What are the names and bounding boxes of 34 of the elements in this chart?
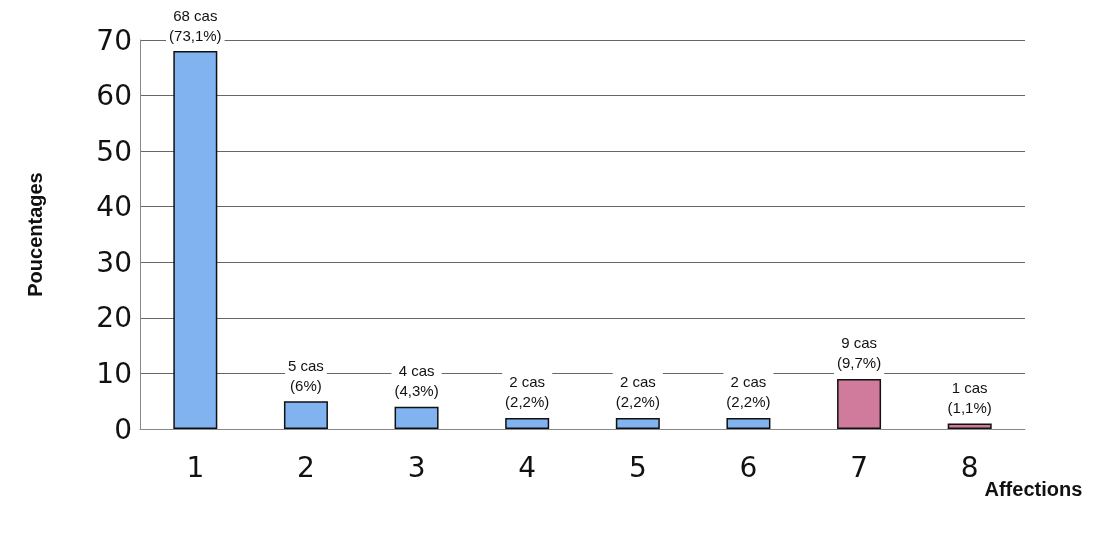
- y-tick-label: 30: [96, 245, 132, 279]
- y-tick-label: 40: [96, 190, 132, 224]
- data-label: 9 cas (9,7%): [836, 334, 882, 372]
- x-tick-label: 6: [739, 450, 758, 484]
- x-tick-label: 5: [628, 450, 647, 484]
- data-label: 5 cas (6%): [288, 356, 324, 394]
- bar: [726, 417, 771, 429]
- bar: [394, 406, 439, 429]
- bar: [505, 417, 550, 429]
- bar: [615, 417, 660, 429]
- data-label: 2 cas (2,2%): [615, 373, 660, 411]
- y-tick-label: 60: [96, 79, 132, 113]
- bar: [173, 51, 218, 429]
- y-tick-label: 10: [96, 356, 132, 390]
- y-tick-label: 0: [114, 412, 132, 446]
- data-label: 1 cas (1,1%): [947, 378, 992, 416]
- bar: [947, 423, 992, 429]
- y-tick-label: 50: [96, 134, 132, 168]
- bar: [837, 378, 882, 429]
- x-tick-label: 8: [960, 450, 979, 484]
- x-axis-title: Affections: [984, 478, 1083, 500]
- bar: [283, 401, 328, 429]
- x-tick-label: 1: [186, 450, 205, 484]
- x-tick-label: 4: [518, 450, 537, 484]
- data-label: 68 cas (73,1%): [169, 6, 222, 44]
- y-tick-label: 20: [96, 301, 132, 335]
- x-tick-label: 3: [407, 450, 426, 484]
- data-label: 4 cas (4,3%): [394, 362, 439, 400]
- x-tick-label: 7: [850, 450, 868, 484]
- x-tick-label: 2: [297, 450, 315, 484]
- data-label: 2 cas (2,2%): [726, 373, 771, 411]
- y-tick-label: 70: [96, 23, 132, 57]
- data-label: 2 cas (2,2%): [505, 373, 550, 411]
- y-axis-title: Poucentages: [24, 172, 46, 297]
